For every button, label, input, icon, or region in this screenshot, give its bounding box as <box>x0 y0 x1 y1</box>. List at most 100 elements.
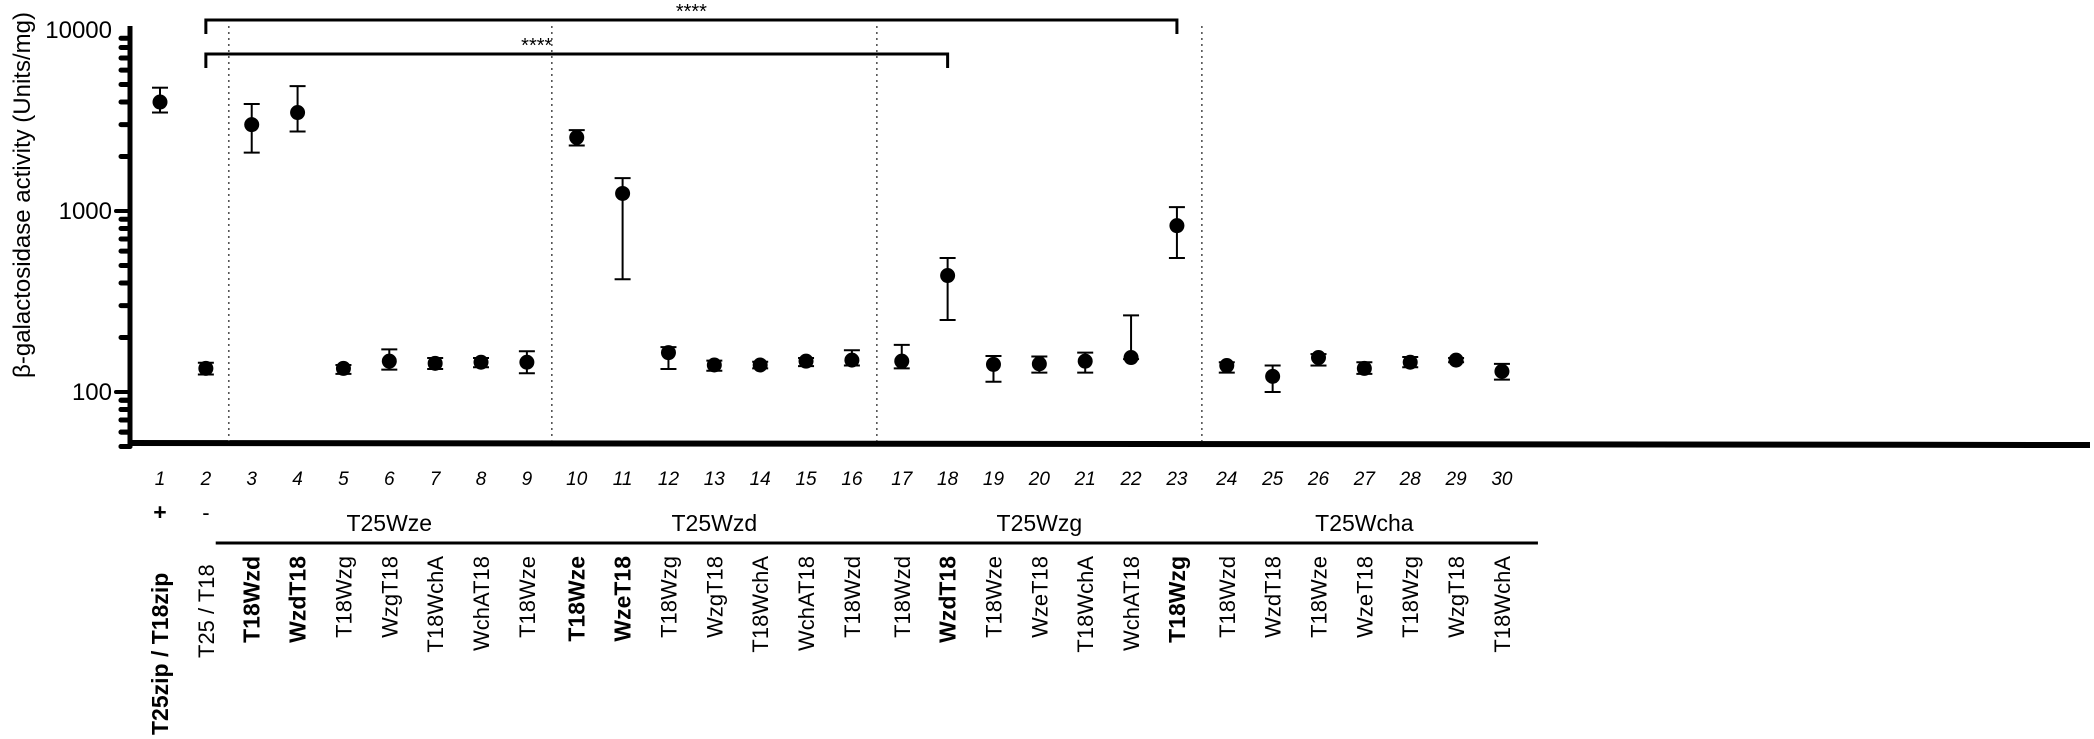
data-point <box>381 353 397 369</box>
data-point-group <box>843 349 860 368</box>
sample-label: WzeT18 <box>1352 556 1377 638</box>
data-point-group <box>752 357 769 373</box>
data-point-group <box>152 86 168 114</box>
data-point-group <box>1123 314 1140 366</box>
data-point <box>569 129 585 145</box>
position-label: 5 <box>338 469 349 490</box>
group-name: T25Wcha <box>1315 510 1414 536</box>
data-point <box>660 345 676 361</box>
position-label: 14 <box>750 469 771 490</box>
sample-label: WzdT18 <box>1261 556 1286 638</box>
data-point-group <box>335 360 352 376</box>
data-point-group <box>568 129 585 147</box>
data-points <box>152 85 1510 393</box>
sample-label: T18WchA <box>1490 556 1515 653</box>
x-axis-line <box>127 440 2091 448</box>
data-point-group <box>1031 355 1048 374</box>
data-point-group <box>427 355 444 371</box>
data-point <box>752 357 768 373</box>
data-point <box>198 360 214 376</box>
sample-label: T18Wzd <box>239 556 265 643</box>
y-axis-label: β-galactosidase activity (Units/mg) <box>9 12 36 378</box>
control-label: T25zip / T18zip <box>147 573 173 735</box>
position-label: 18 <box>937 469 959 490</box>
position-label: 12 <box>658 469 680 490</box>
sample-group: T25Wcha T18Wzd WzdT18 T18Wze WzeT18 T18Wzg Wzg… <box>1190 510 1538 653</box>
control-label: T25 / T18 <box>194 564 219 658</box>
position-label: 1 <box>155 469 166 490</box>
x-axis <box>127 440 2091 448</box>
data-point <box>615 185 631 201</box>
data-point-group <box>1448 352 1465 368</box>
sample-label: WzgT18 <box>1444 556 1469 638</box>
sample-label: T18Wzg <box>1164 556 1190 643</box>
sample-label: T18Wzg <box>656 556 681 638</box>
sample-label: T18WchA <box>1073 556 1098 653</box>
group-labels: T25Wze T18Wzd WzdT18 T18Wzg WzgT18 T18WchA Wch… <box>215 510 1538 653</box>
sample-label: T18Wze <box>515 556 540 638</box>
sample-group: T25Wzg T18Wzd WzdT18 T18Wze WzeT18 T18WchA Wch… <box>865 510 1213 653</box>
data-point-group <box>1264 364 1281 393</box>
position-label: 16 <box>841 469 863 490</box>
position-label: 30 <box>1491 469 1513 490</box>
significance-brackets: **** **** <box>204 1 1179 68</box>
significance-label: **** <box>521 35 552 57</box>
data-point <box>1219 358 1235 374</box>
position-label: 15 <box>795 469 817 490</box>
data-point <box>844 352 860 368</box>
data-point-group <box>289 85 306 133</box>
data-point <box>152 94 168 110</box>
position-label: 20 <box>1028 469 1051 490</box>
data-point <box>335 360 351 376</box>
sample-label: T18Wze <box>1307 556 1332 638</box>
position-label: 24 <box>1215 469 1237 490</box>
sample-label: T18Wze <box>564 556 590 642</box>
sample-label: WzeT18 <box>610 556 636 642</box>
sample-label: WzgT18 <box>702 556 727 638</box>
position-labels: 1 2 3 4 5 6 7 8 9 10 11 12 13 14 15 16 17 18 19 20 21 22 23 24 2… <box>155 469 1513 490</box>
data-point <box>798 353 814 369</box>
data-point <box>1169 218 1185 234</box>
position-label: 13 <box>704 469 726 490</box>
data-point <box>1031 356 1047 372</box>
data-point <box>1356 360 1372 376</box>
data-point-group <box>614 177 631 281</box>
sample-label: T18Wzg <box>1398 556 1423 638</box>
position-label: 9 <box>522 469 533 490</box>
data-point-group <box>893 343 910 370</box>
significance-bracket <box>204 18 1179 34</box>
significance-label: **** <box>676 1 707 23</box>
control-sign: + <box>153 499 166 525</box>
sample-label: WchAT18 <box>794 556 819 651</box>
data-point <box>1311 350 1326 366</box>
position-label: 10 <box>566 469 588 490</box>
data-point <box>473 354 489 370</box>
data-point-group <box>518 350 535 375</box>
data-point <box>1265 368 1281 384</box>
position-label: 6 <box>384 469 395 490</box>
y-axis: 100 1000 10000 <box>45 17 133 449</box>
data-point <box>1077 353 1093 369</box>
data-point-group <box>1310 350 1327 367</box>
sample-label: T18Wzg <box>331 556 356 638</box>
data-point <box>940 268 956 284</box>
y-tick-label: 1000 <box>59 198 112 225</box>
data-point-group <box>660 345 677 370</box>
control-labels: + T25zip / T18zip - T25 / T18 <box>147 499 219 735</box>
y-tick-label: 100 <box>72 379 112 406</box>
sample-group: T25Wze T18Wzd WzdT18 T18Wzg WzgT18 T18WchA Wch… <box>215 510 563 653</box>
position-label: 7 <box>430 469 442 490</box>
data-point-group <box>1356 360 1373 376</box>
position-label: 27 <box>1353 469 1377 490</box>
position-label: 28 <box>1399 469 1422 490</box>
data-point-group <box>1077 351 1094 374</box>
sample-label: WzdT18 <box>935 556 961 643</box>
data-point <box>290 105 306 121</box>
sample-label: WchAT18 <box>469 556 494 651</box>
data-point-group <box>985 355 1002 383</box>
data-point-group <box>1493 362 1510 381</box>
data-point-group <box>197 360 214 376</box>
position-label: 3 <box>246 469 257 490</box>
control-sign: - <box>202 500 209 525</box>
